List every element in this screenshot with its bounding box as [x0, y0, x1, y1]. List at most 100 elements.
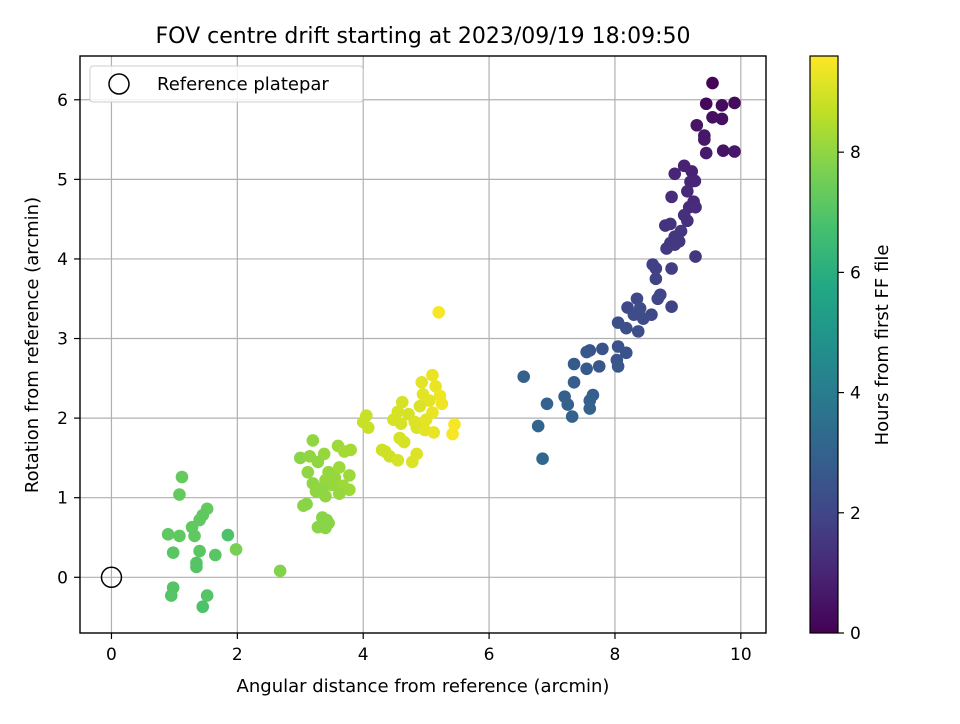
colorbar-tick-label: 4	[850, 384, 861, 404]
x-axis-label: Angular distance from reference (arcmin)	[237, 676, 610, 697]
data-point	[592, 360, 606, 373]
data-point	[685, 165, 699, 178]
plot-frame	[79, 55, 767, 634]
data-point	[422, 394, 436, 407]
reference-platepar-point	[100, 566, 123, 589]
data-point	[664, 217, 677, 231]
data-point	[517, 370, 530, 384]
y-tick-label: 5	[57, 170, 68, 190]
data-point	[435, 397, 449, 411]
data-point	[429, 379, 442, 393]
data-point	[665, 262, 678, 275]
data-point	[415, 376, 429, 389]
data-point	[343, 483, 356, 497]
data-point	[200, 589, 214, 602]
data-point	[699, 97, 713, 111]
data-point	[394, 417, 408, 430]
x-tick-label: 2	[232, 645, 243, 665]
x-tick-label: 0	[106, 645, 117, 665]
data-point	[716, 144, 730, 158]
data-point	[627, 308, 641, 321]
data-point	[698, 133, 711, 146]
data-point	[660, 242, 673, 255]
data-point	[715, 99, 729, 112]
data-point	[391, 453, 405, 467]
colorbar-tick-label: 0	[850, 624, 861, 644]
x-tick-label: 10	[730, 645, 752, 665]
legend-entry-reference: Reference platepar	[157, 74, 329, 95]
y-axis-label: Rotation from reference (arcmin)	[22, 197, 43, 493]
data-point	[188, 529, 201, 543]
data-point	[196, 600, 210, 614]
colorbar-scale	[809, 55, 839, 634]
data-point	[715, 112, 729, 126]
data-point	[309, 485, 323, 498]
data-point	[561, 398, 575, 411]
data-point	[688, 174, 702, 188]
legend-marker-icon	[108, 73, 130, 95]
data-point	[531, 419, 545, 433]
data-point	[361, 421, 375, 434]
data-point	[668, 167, 682, 181]
data-point	[397, 435, 411, 449]
data-points	[161, 76, 741, 614]
data-point	[728, 145, 741, 158]
data-point	[338, 445, 351, 458]
colorbar-tick-label: 2	[850, 504, 861, 524]
y-tick-label: 0	[57, 568, 68, 588]
data-point	[311, 455, 325, 469]
data-point	[419, 413, 433, 427]
x-axis-ticks: 0 2 4 6 8 10	[106, 633, 752, 665]
data-point	[565, 410, 579, 423]
data-point	[681, 214, 694, 228]
data-point	[229, 543, 243, 556]
data-point	[273, 564, 287, 578]
colorbar-tick-label: 6	[850, 263, 861, 283]
data-point	[567, 357, 581, 371]
data-point	[651, 292, 665, 306]
data-point	[636, 312, 650, 325]
data-point	[190, 560, 203, 574]
data-point	[446, 427, 459, 441]
data-point	[631, 325, 645, 338]
data-point	[319, 521, 332, 535]
data-point	[175, 470, 189, 484]
data-point	[161, 528, 175, 541]
data-point	[699, 146, 713, 160]
data-point	[536, 452, 549, 466]
data-point	[301, 465, 315, 479]
data-point	[332, 487, 346, 501]
grid-lines	[80, 56, 766, 633]
data-point	[448, 418, 461, 431]
data-point	[611, 360, 625, 373]
legend-box	[89, 65, 364, 103]
data-point	[306, 434, 320, 447]
x-tick-label: 8	[610, 645, 621, 665]
y-axis-ticks: 0 1 2 3 4 5 6	[57, 91, 80, 588]
data-point	[221, 528, 235, 542]
data-point	[649, 272, 663, 286]
data-point	[432, 305, 446, 319]
colorbar-ticks: 0 2 4 6 8	[838, 143, 861, 644]
colorbar-label: Hours from first FF file	[872, 245, 893, 446]
reference-marker	[100, 566, 123, 589]
data-point	[665, 300, 678, 313]
y-tick-label: 3	[57, 330, 68, 350]
chart-title: FOV centre drift starting at 2023/09/19 …	[156, 24, 691, 49]
data-point	[540, 397, 554, 411]
data-point	[427, 426, 440, 439]
data-point	[681, 184, 694, 198]
y-tick-label: 4	[57, 250, 68, 270]
data-point	[406, 455, 419, 469]
data-point	[630, 292, 644, 306]
y-tick-label: 6	[57, 91, 68, 111]
data-point	[319, 489, 332, 503]
data-point	[706, 110, 719, 124]
x-tick-label: 6	[484, 645, 495, 665]
data-point	[395, 395, 409, 409]
y-tick-label: 1	[57, 489, 68, 509]
colorbar: 0 2 4 6 8 Hours from first FF file	[809, 55, 893, 644]
data-point	[619, 321, 633, 335]
data-point	[728, 96, 741, 110]
